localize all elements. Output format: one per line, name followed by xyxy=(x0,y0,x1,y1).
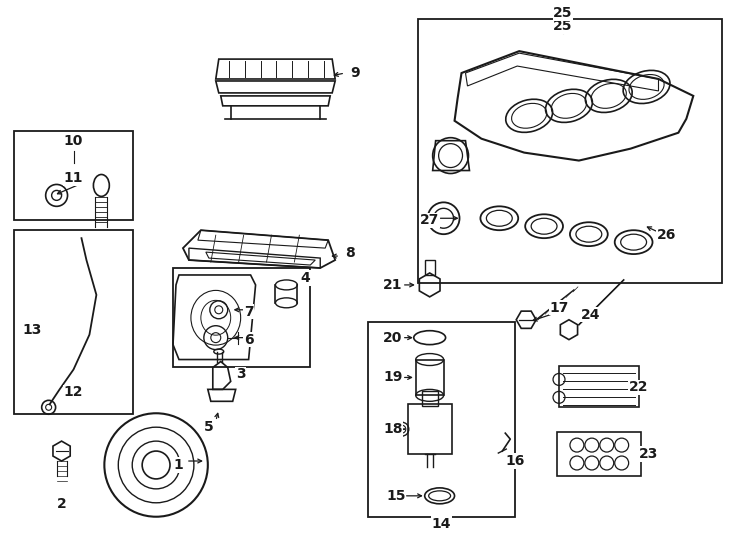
Text: 7: 7 xyxy=(244,305,253,319)
Bar xyxy=(425,260,435,275)
Text: 2: 2 xyxy=(57,497,67,511)
Text: 26: 26 xyxy=(657,228,676,242)
Text: 6: 6 xyxy=(244,333,253,347)
Bar xyxy=(418,19,722,283)
Bar xyxy=(408,404,451,454)
Text: 17: 17 xyxy=(549,301,569,315)
Bar xyxy=(415,360,443,395)
Text: 18: 18 xyxy=(383,422,403,436)
Bar xyxy=(173,268,310,368)
Text: 4: 4 xyxy=(300,271,310,285)
Text: 19: 19 xyxy=(383,370,402,384)
Text: 9: 9 xyxy=(350,66,360,80)
Text: 14: 14 xyxy=(432,517,451,531)
Text: 23: 23 xyxy=(639,447,658,461)
Bar xyxy=(368,322,515,517)
Text: 13: 13 xyxy=(22,323,41,337)
Bar xyxy=(557,432,641,476)
Text: 24: 24 xyxy=(581,308,600,322)
Text: 20: 20 xyxy=(383,330,402,345)
Bar xyxy=(14,230,133,414)
Text: 16: 16 xyxy=(506,454,525,468)
Text: 10: 10 xyxy=(64,134,83,147)
Text: 1: 1 xyxy=(173,458,183,472)
Text: 12: 12 xyxy=(64,386,83,400)
Text: 3: 3 xyxy=(236,367,245,381)
Text: 11: 11 xyxy=(64,172,83,185)
Text: 22: 22 xyxy=(629,380,648,394)
Bar xyxy=(422,392,437,406)
Text: 15: 15 xyxy=(386,489,406,503)
Text: 21: 21 xyxy=(383,278,403,292)
Text: 27: 27 xyxy=(420,213,440,227)
Text: 8: 8 xyxy=(345,246,355,260)
Text: 25: 25 xyxy=(553,6,573,21)
Text: 5: 5 xyxy=(204,420,214,434)
Text: 25: 25 xyxy=(553,19,573,33)
Bar xyxy=(14,131,133,220)
Bar xyxy=(559,366,639,407)
Text: 10: 10 xyxy=(64,134,83,147)
